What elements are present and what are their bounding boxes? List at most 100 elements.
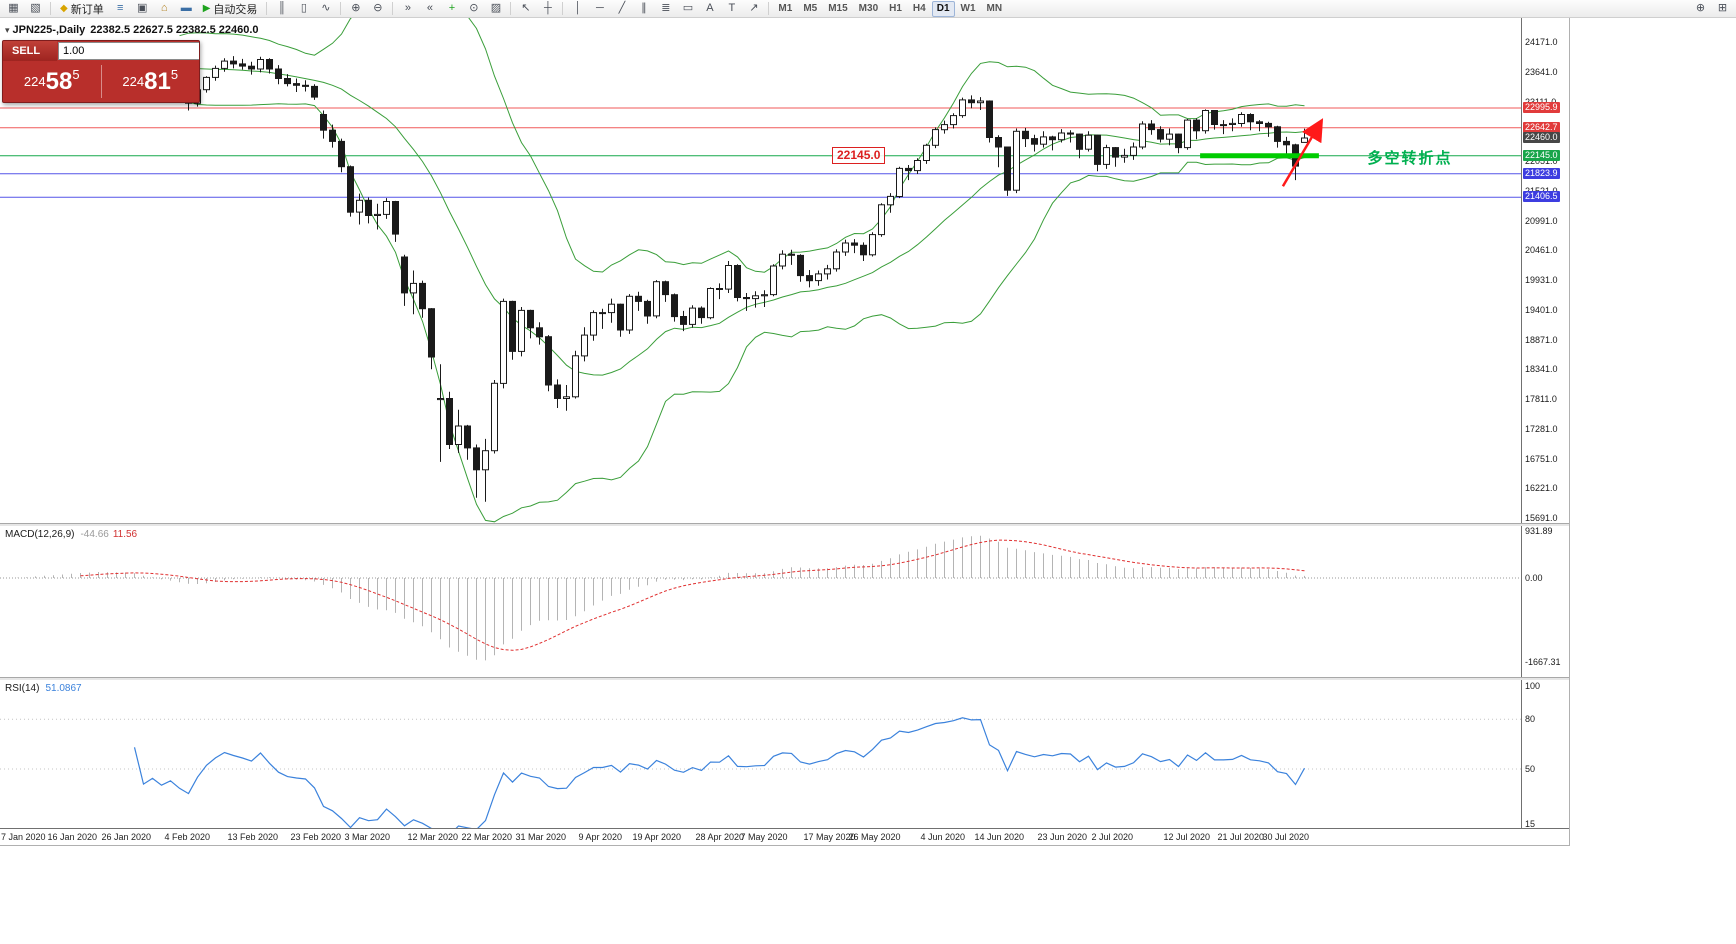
time-axis-label: 16 Jan 2020	[47, 832, 98, 842]
main-toolbar: ▦ ▧ ◆ 新订单 ≡ ▣ ⌂ ▬ ▶ 自动交易 ║ ▯ ∿ ⊕ ⊖ » « + ⊙ ▨ ↖ ┼ │ ─ ╱ ∥ ≣ ▭ A T ↗ M1 M5…	[0, 0, 1736, 18]
tf-m15[interactable]: M15	[828, 2, 848, 14]
candle-body	[806, 275, 813, 282]
tf-h4[interactable]: H4	[912, 2, 926, 14]
arrow-object-icon[interactable]: ↗	[749, 2, 759, 14]
auto-scroll-icon[interactable]: »	[404, 2, 411, 14]
sell-price[interactable]: 224 58 5	[3, 61, 101, 102]
candle-body	[1112, 147, 1119, 158]
price-scale-label: 19401.0	[1525, 304, 1558, 315]
candle-body	[203, 76, 210, 91]
price-chart-canvas[interactable]	[0, 18, 1521, 523]
data-window-icon[interactable]: ▣	[137, 2, 148, 14]
macd-axis[interactable]: 931.89 0.00 -1667.31	[1521, 526, 1568, 677]
new-order-button[interactable]: ◆ 新订单	[55, 1, 109, 16]
time-axis-label: 26 Jan 2020	[101, 832, 152, 842]
periods-icon[interactable]: ⊙	[469, 2, 479, 14]
candle-body	[1103, 147, 1110, 165]
tf-m1[interactable]: M1	[778, 2, 793, 14]
toolbar-separator	[340, 2, 342, 15]
tf-d1[interactable]: D1	[931, 0, 955, 17]
time-axis-label: 26 May 2020	[848, 832, 901, 842]
candle-body	[365, 199, 372, 217]
sell-button[interactable]: SELL	[3, 41, 57, 61]
candle-body	[878, 204, 885, 236]
shapes-icon[interactable]: ▭	[682, 2, 694, 14]
channel-icon[interactable]: ∥	[641, 2, 647, 14]
candle-body	[770, 265, 777, 296]
macd-canvas[interactable]	[0, 526, 1521, 677]
time-axis-label: 23 Feb 2020	[290, 832, 342, 842]
autotrading-button[interactable]: ▶ 自动交易	[198, 1, 263, 16]
rsi-axis[interactable]: 100 80 50 15	[1521, 680, 1568, 829]
trend-arrow[interactable]	[1281, 118, 1324, 187]
buy-price[interactable]: 224 81 5	[102, 61, 200, 102]
profiles-icon[interactable]: ▧	[30, 2, 41, 14]
candle-body	[1193, 119, 1200, 132]
tf-m5[interactable]: M5	[803, 2, 818, 14]
chart-symbol-period: JPN225-,Daily	[12, 24, 86, 36]
trendline-icon[interactable]: ╱	[618, 2, 626, 14]
new-chart-icon[interactable]: ▦	[8, 2, 19, 14]
crosshair-icon[interactable]: ┼	[544, 2, 552, 14]
candle-body	[1157, 129, 1164, 140]
rsi-canvas[interactable]	[0, 680, 1521, 828]
candle-body	[464, 425, 471, 449]
macd-pane: MACD(12,26,9) -44.66 11.56 931.89 0.00 -1667…	[0, 526, 1569, 677]
candle-body	[563, 396, 570, 399]
zoom-in-icon[interactable]: ⊕	[351, 2, 361, 14]
new-order-button-label: 新订单	[70, 3, 104, 16]
price-scale-label: 21521.0	[1525, 186, 1558, 196]
tf-m30[interactable]: M30	[858, 2, 879, 14]
candle-body	[1148, 123, 1155, 131]
volume-input[interactable]	[59, 43, 199, 59]
candle-body	[905, 167, 912, 172]
fibonacci-icon[interactable]: ≣	[661, 2, 671, 14]
options-icon[interactable]: ⊞	[1717, 2, 1728, 14]
tf-mn[interactable]: MN	[986, 2, 1003, 14]
one-click-collapse-icon[interactable]: ▾	[5, 25, 10, 35]
rsi-scale-label: 100	[1525, 681, 1541, 691]
time-axis-label: 4 Jun 2020	[920, 832, 966, 842]
search-icon[interactable]: ⊕	[1695, 2, 1706, 14]
cursor-icon[interactable]: ↖	[521, 2, 531, 14]
candle-body	[977, 100, 984, 104]
candle-body	[896, 167, 903, 197]
price-axis[interactable]: 24171.023641.023111.022581.022051.021521…	[1521, 18, 1568, 523]
market-watch-icon[interactable]: ≡	[116, 2, 124, 14]
templates-icon[interactable]: ▨	[490, 2, 502, 14]
line-chart-icon[interactable]: ∿	[321, 2, 331, 14]
tf-h1[interactable]: H1	[889, 2, 902, 14]
candle-body	[923, 144, 930, 162]
rsi-scale-label: 15	[1525, 819, 1536, 829]
price-badge-22642.7: 22642.7	[1523, 121, 1560, 133]
bar-chart-icon[interactable]: ║	[278, 2, 286, 14]
price-scale-label: 15691.0	[1525, 513, 1558, 523]
candle-body	[1013, 130, 1020, 191]
navigator-icon[interactable]: ⌂	[160, 2, 168, 14]
zoom-out-icon[interactable]: ⊖	[373, 2, 383, 14]
chart-shift-icon[interactable]: «	[426, 2, 433, 14]
candle-body	[257, 59, 264, 70]
horizontal-line-icon[interactable]: ─	[596, 2, 604, 14]
terminal-icon[interactable]: ▬	[180, 2, 192, 14]
time-axis-label: 3 Mar 2020	[344, 832, 391, 842]
toolbar-separator	[510, 2, 512, 15]
text-icon[interactable]: A	[706, 2, 714, 14]
pane-splitter-1[interactable]	[0, 523, 1569, 526]
time-axis[interactable]: 7 Jan 2020 16 Jan 2020 26 Jan 2020 4 Feb 20…	[0, 828, 1569, 845]
vertical-line-icon[interactable]: │	[574, 2, 582, 14]
volume-spinner: ▲ ▼	[58, 42, 199, 60]
pane-splitter-2[interactable]	[0, 677, 1569, 680]
text-label-icon[interactable]: T	[728, 2, 736, 14]
price-annotation-box[interactable]: 22145.0	[832, 147, 886, 164]
candle-body	[356, 199, 363, 213]
tf-w1[interactable]: W1	[960, 2, 976, 14]
candle-body	[680, 316, 687, 325]
turning-point-label[interactable]: 多空转折点	[1367, 149, 1453, 167]
candle-body	[1067, 132, 1074, 135]
candlestick-icon[interactable]: ▯	[300, 2, 307, 14]
candle-body	[410, 282, 417, 294]
new-order-button-icon: ◆	[60, 3, 68, 14]
indicators-icon[interactable]: +	[448, 2, 456, 14]
